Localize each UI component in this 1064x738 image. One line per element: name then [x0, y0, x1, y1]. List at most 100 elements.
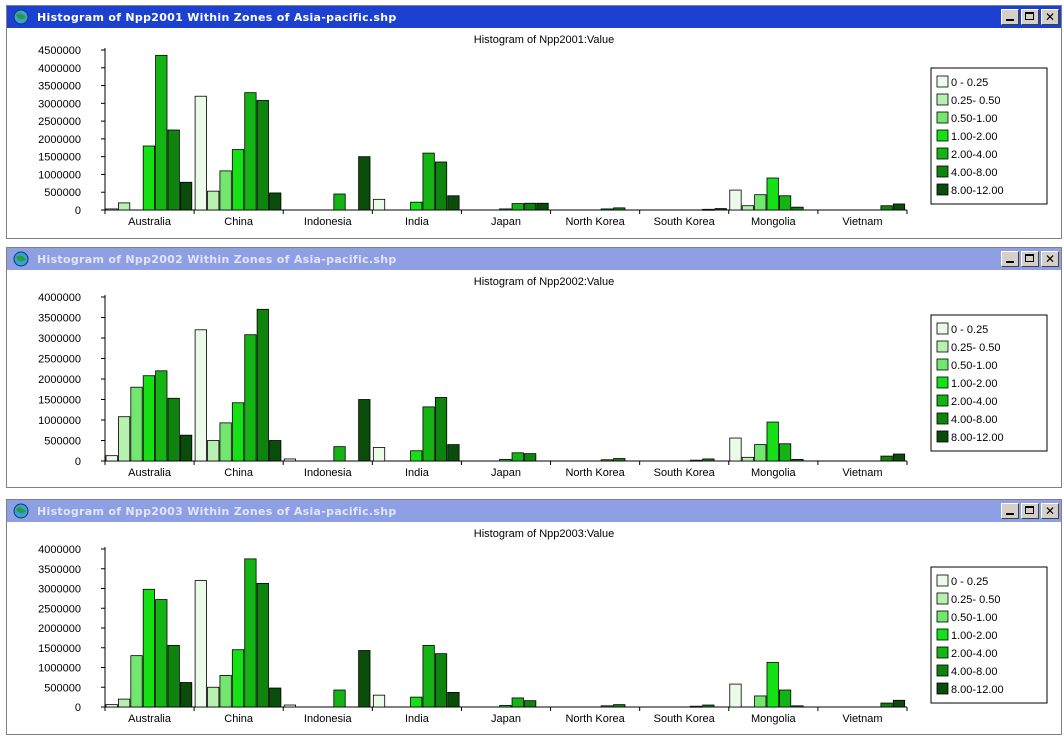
bar	[880, 455, 893, 462]
close-button[interactable]: ✕	[1041, 251, 1059, 267]
legend-swatch	[936, 664, 949, 677]
x-tick-label: India	[405, 713, 430, 725]
legend-label: 4.00-8.00	[951, 666, 997, 678]
bar	[613, 704, 626, 708]
minimize-button[interactable]	[1001, 251, 1019, 267]
bar	[194, 329, 207, 462]
window-title: Histogram of Npp2002 Within Zones of Asi…	[37, 252, 397, 266]
legend-label: 0.50-1.00	[951, 113, 997, 125]
bar	[410, 201, 423, 211]
legend-label: 1.00-2.00	[951, 378, 997, 390]
close-button[interactable]: ✕	[1041, 503, 1059, 519]
legend-label: 4.00-8.00	[951, 167, 997, 179]
legend-swatch	[936, 376, 949, 389]
maximize-button[interactable]	[1021, 9, 1039, 25]
globe-icon	[13, 9, 29, 25]
x-tick-label: South Korea	[654, 467, 716, 479]
window-titlebar[interactable]: Histogram of Npp2001 Within Zones of Asi…	[7, 6, 1061, 28]
globe-icon	[13, 251, 29, 267]
minimize-button[interactable]	[1001, 503, 1019, 519]
bar	[754, 194, 767, 211]
bar	[155, 599, 168, 708]
chart-title: Histogram of Npp2001:Value	[474, 34, 614, 46]
x-tick-label: Japan	[491, 216, 521, 228]
bar	[256, 308, 269, 462]
bar	[179, 181, 193, 211]
legend-label: 1.00-2.00	[951, 131, 997, 143]
close-icon: ✕	[1044, 252, 1056, 266]
window-titlebar[interactable]: Histogram of Npp2003 Within Zones of Asi…	[7, 500, 1061, 522]
bar	[194, 95, 207, 211]
y-tick-label: 0	[75, 456, 81, 468]
minimize-icon	[1006, 19, 1014, 21]
bar	[269, 440, 282, 462]
bar	[702, 704, 715, 708]
maximize-button[interactable]	[1021, 251, 1039, 267]
bar	[600, 459, 613, 462]
minimize-icon	[1006, 513, 1014, 515]
x-tick-label: Indonesia	[304, 467, 353, 479]
x-tick-label: North Korea	[565, 713, 625, 725]
bar	[194, 580, 207, 708]
bar	[142, 588, 155, 708]
legend-swatch	[936, 394, 949, 407]
x-tick-label: North Korea	[565, 216, 625, 228]
bar	[702, 208, 715, 211]
chart-title: Histogram of Npp2002:Value	[474, 276, 614, 288]
window-titlebar[interactable]: Histogram of Npp2002 Within Zones of Asi…	[7, 248, 1061, 270]
legend-label: 8.00-12.00	[951, 684, 1004, 696]
y-tick-label: 2000000	[38, 134, 81, 146]
window-title: Histogram of Npp2001 Within Zones of Asi…	[37, 10, 397, 24]
y-tick-label: 4000000	[38, 63, 81, 75]
bar	[105, 704, 118, 708]
minimize-button[interactable]	[1001, 9, 1019, 25]
bar	[244, 558, 257, 708]
legend-swatch	[936, 574, 949, 587]
bar	[499, 208, 512, 211]
y-tick-label: 3500000	[38, 564, 81, 576]
legend-label: 0 - 0.25	[951, 324, 988, 336]
bar	[729, 683, 742, 708]
bar	[333, 193, 346, 211]
maximize-button[interactable]	[1021, 503, 1039, 519]
y-tick-label: 1500000	[38, 395, 81, 407]
bar	[372, 694, 386, 708]
y-tick-label: 1000000	[38, 169, 81, 181]
histogram-chart: Histogram of Npp2001:Value 0 500000 1000000…	[38, 34, 1048, 228]
bar	[142, 145, 155, 211]
y-tick-label: 500000	[44, 187, 81, 199]
bar	[766, 661, 779, 708]
bar	[434, 653, 448, 708]
x-tick-label: Indonesia	[304, 216, 353, 228]
bar	[283, 704, 297, 708]
legend-swatch	[936, 75, 949, 88]
bar	[524, 700, 537, 708]
legend-label: 1.00-2.00	[951, 630, 997, 642]
bar	[511, 452, 524, 462]
legend-swatch	[936, 111, 949, 124]
bar	[524, 453, 537, 462]
bar	[142, 375, 155, 462]
bar	[880, 205, 893, 211]
legend-label: 2.00-4.00	[951, 149, 997, 161]
legend-swatch	[936, 682, 949, 695]
histogram-chart: Histogram of Npp2003:Value 0 500000 1000000…	[38, 528, 1048, 725]
bar	[167, 397, 180, 462]
bar	[333, 689, 346, 708]
minimize-icon	[1006, 261, 1014, 263]
legend-label: 0 - 0.25	[951, 576, 988, 588]
bar	[422, 644, 435, 708]
bar	[155, 54, 168, 211]
bar	[358, 650, 371, 708]
x-tick-label: Vietnam	[842, 713, 882, 725]
close-button[interactable]: ✕	[1041, 9, 1059, 25]
bar	[447, 444, 460, 462]
bar	[892, 453, 906, 462]
y-tick-label: 4000000	[38, 292, 81, 304]
bar	[600, 705, 613, 708]
bar	[244, 334, 257, 462]
bar	[207, 440, 220, 462]
bar	[600, 208, 613, 211]
x-tick-label: Australia	[128, 713, 172, 725]
legend-label: 8.00-12.00	[951, 185, 1004, 197]
